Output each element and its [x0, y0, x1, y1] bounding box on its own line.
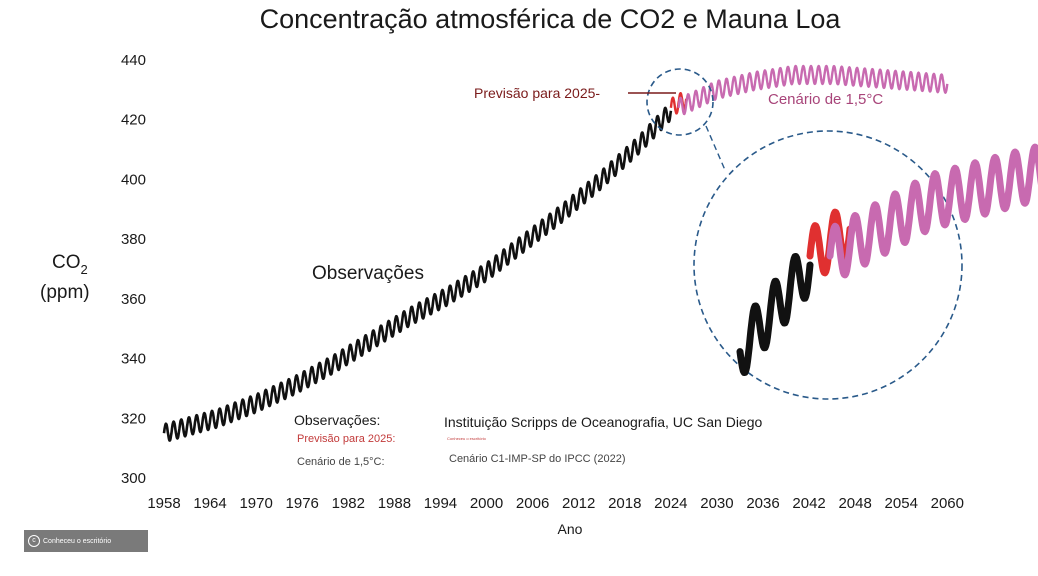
zoom-source-circle	[646, 68, 714, 136]
y-axis-unit: (ppm)	[40, 282, 90, 303]
zoom-detail-layer	[736, 143, 1038, 376]
source-forecast-label: Previsão para 2025:	[297, 433, 395, 445]
x-tick-label-3: 1976	[286, 495, 319, 512]
x-tick-label-4: 1982	[332, 495, 365, 512]
x-tick-label-9: 2012	[562, 495, 595, 512]
source-observations-text: Instituição Scripps de Oceanografia, UC …	[444, 414, 762, 430]
observations-line	[162, 106, 673, 442]
x-tick-label-13: 2036	[746, 495, 779, 512]
x-tick-label-14: 2042	[792, 495, 825, 512]
x-tick-label-11: 2024	[654, 495, 687, 512]
y-axis-ticks: 300 320 340 360 380 400 420 440	[121, 52, 146, 487]
x-tick-label-16: 2054	[885, 495, 918, 512]
source-scenario-label: Cenário de 1,5°C:	[297, 456, 385, 468]
y-axis-label-main: CO	[52, 252, 81, 273]
series-layer	[162, 64, 949, 442]
y-tick-label-7: 440	[121, 52, 146, 69]
forecast-annotation: Previsão para 2025-	[474, 85, 600, 101]
x-tick-label-0: 1958	[147, 495, 180, 512]
x-tick-label-12: 2030	[700, 495, 733, 512]
x-axis-label: Ano	[558, 521, 583, 537]
zoom-scenario-line	[826, 143, 1038, 279]
y-axis-label: CO2	[52, 252, 88, 277]
x-tick-label-6: 1994	[424, 495, 457, 512]
y-axis-label-sub: 2	[81, 262, 88, 277]
y-tick-label-5: 400	[121, 171, 146, 188]
y-tick-label-0: 300	[121, 470, 146, 487]
x-tick-label-10: 2018	[608, 495, 641, 512]
y-tick-label-6: 420	[121, 112, 146, 129]
scenario-annotation: Cenário de 1,5°C	[768, 91, 883, 108]
x-tick-label-8: 2006	[516, 495, 549, 512]
y-tick-label-3: 360	[121, 291, 146, 308]
source-observations-label: Observações:	[294, 412, 380, 428]
x-tick-label-5: 1988	[378, 495, 411, 512]
x-tick-label-1: 1964	[193, 495, 226, 512]
observations-annotation: Observações	[312, 263, 424, 284]
chart-title: Concentração atmosférica de CO2 e Mauna …	[260, 4, 842, 34]
x-tick-label-17: 2060	[931, 495, 964, 512]
x-tick-label-15: 2048	[838, 495, 871, 512]
source-scenario-text: Cenário C1-IMP-SP do IPCC (2022)	[449, 453, 625, 465]
x-tick-label-2: 1970	[239, 495, 272, 512]
x-axis-ticks: 1958 1964 1970 1976 1982 1988 1994 2000 2006 2012…	[147, 495, 964, 512]
y-tick-label-2: 340	[121, 351, 146, 368]
copyright-icon: c	[28, 535, 40, 547]
watermark-badge-text: Conheceu o escritório	[43, 537, 112, 545]
scenario-1-5c-line	[677, 64, 949, 116]
y-tick-label-1: 320	[121, 410, 146, 427]
zoom-connector-line	[705, 125, 726, 171]
x-tick-label-7: 2000	[470, 495, 503, 512]
source-forecast-text: Conheceu o escritório	[447, 436, 487, 441]
zoom-observations-line	[736, 253, 814, 376]
y-tick-label-4: 380	[121, 231, 146, 248]
watermark-badge: c Conheceu o escritório	[24, 530, 148, 552]
